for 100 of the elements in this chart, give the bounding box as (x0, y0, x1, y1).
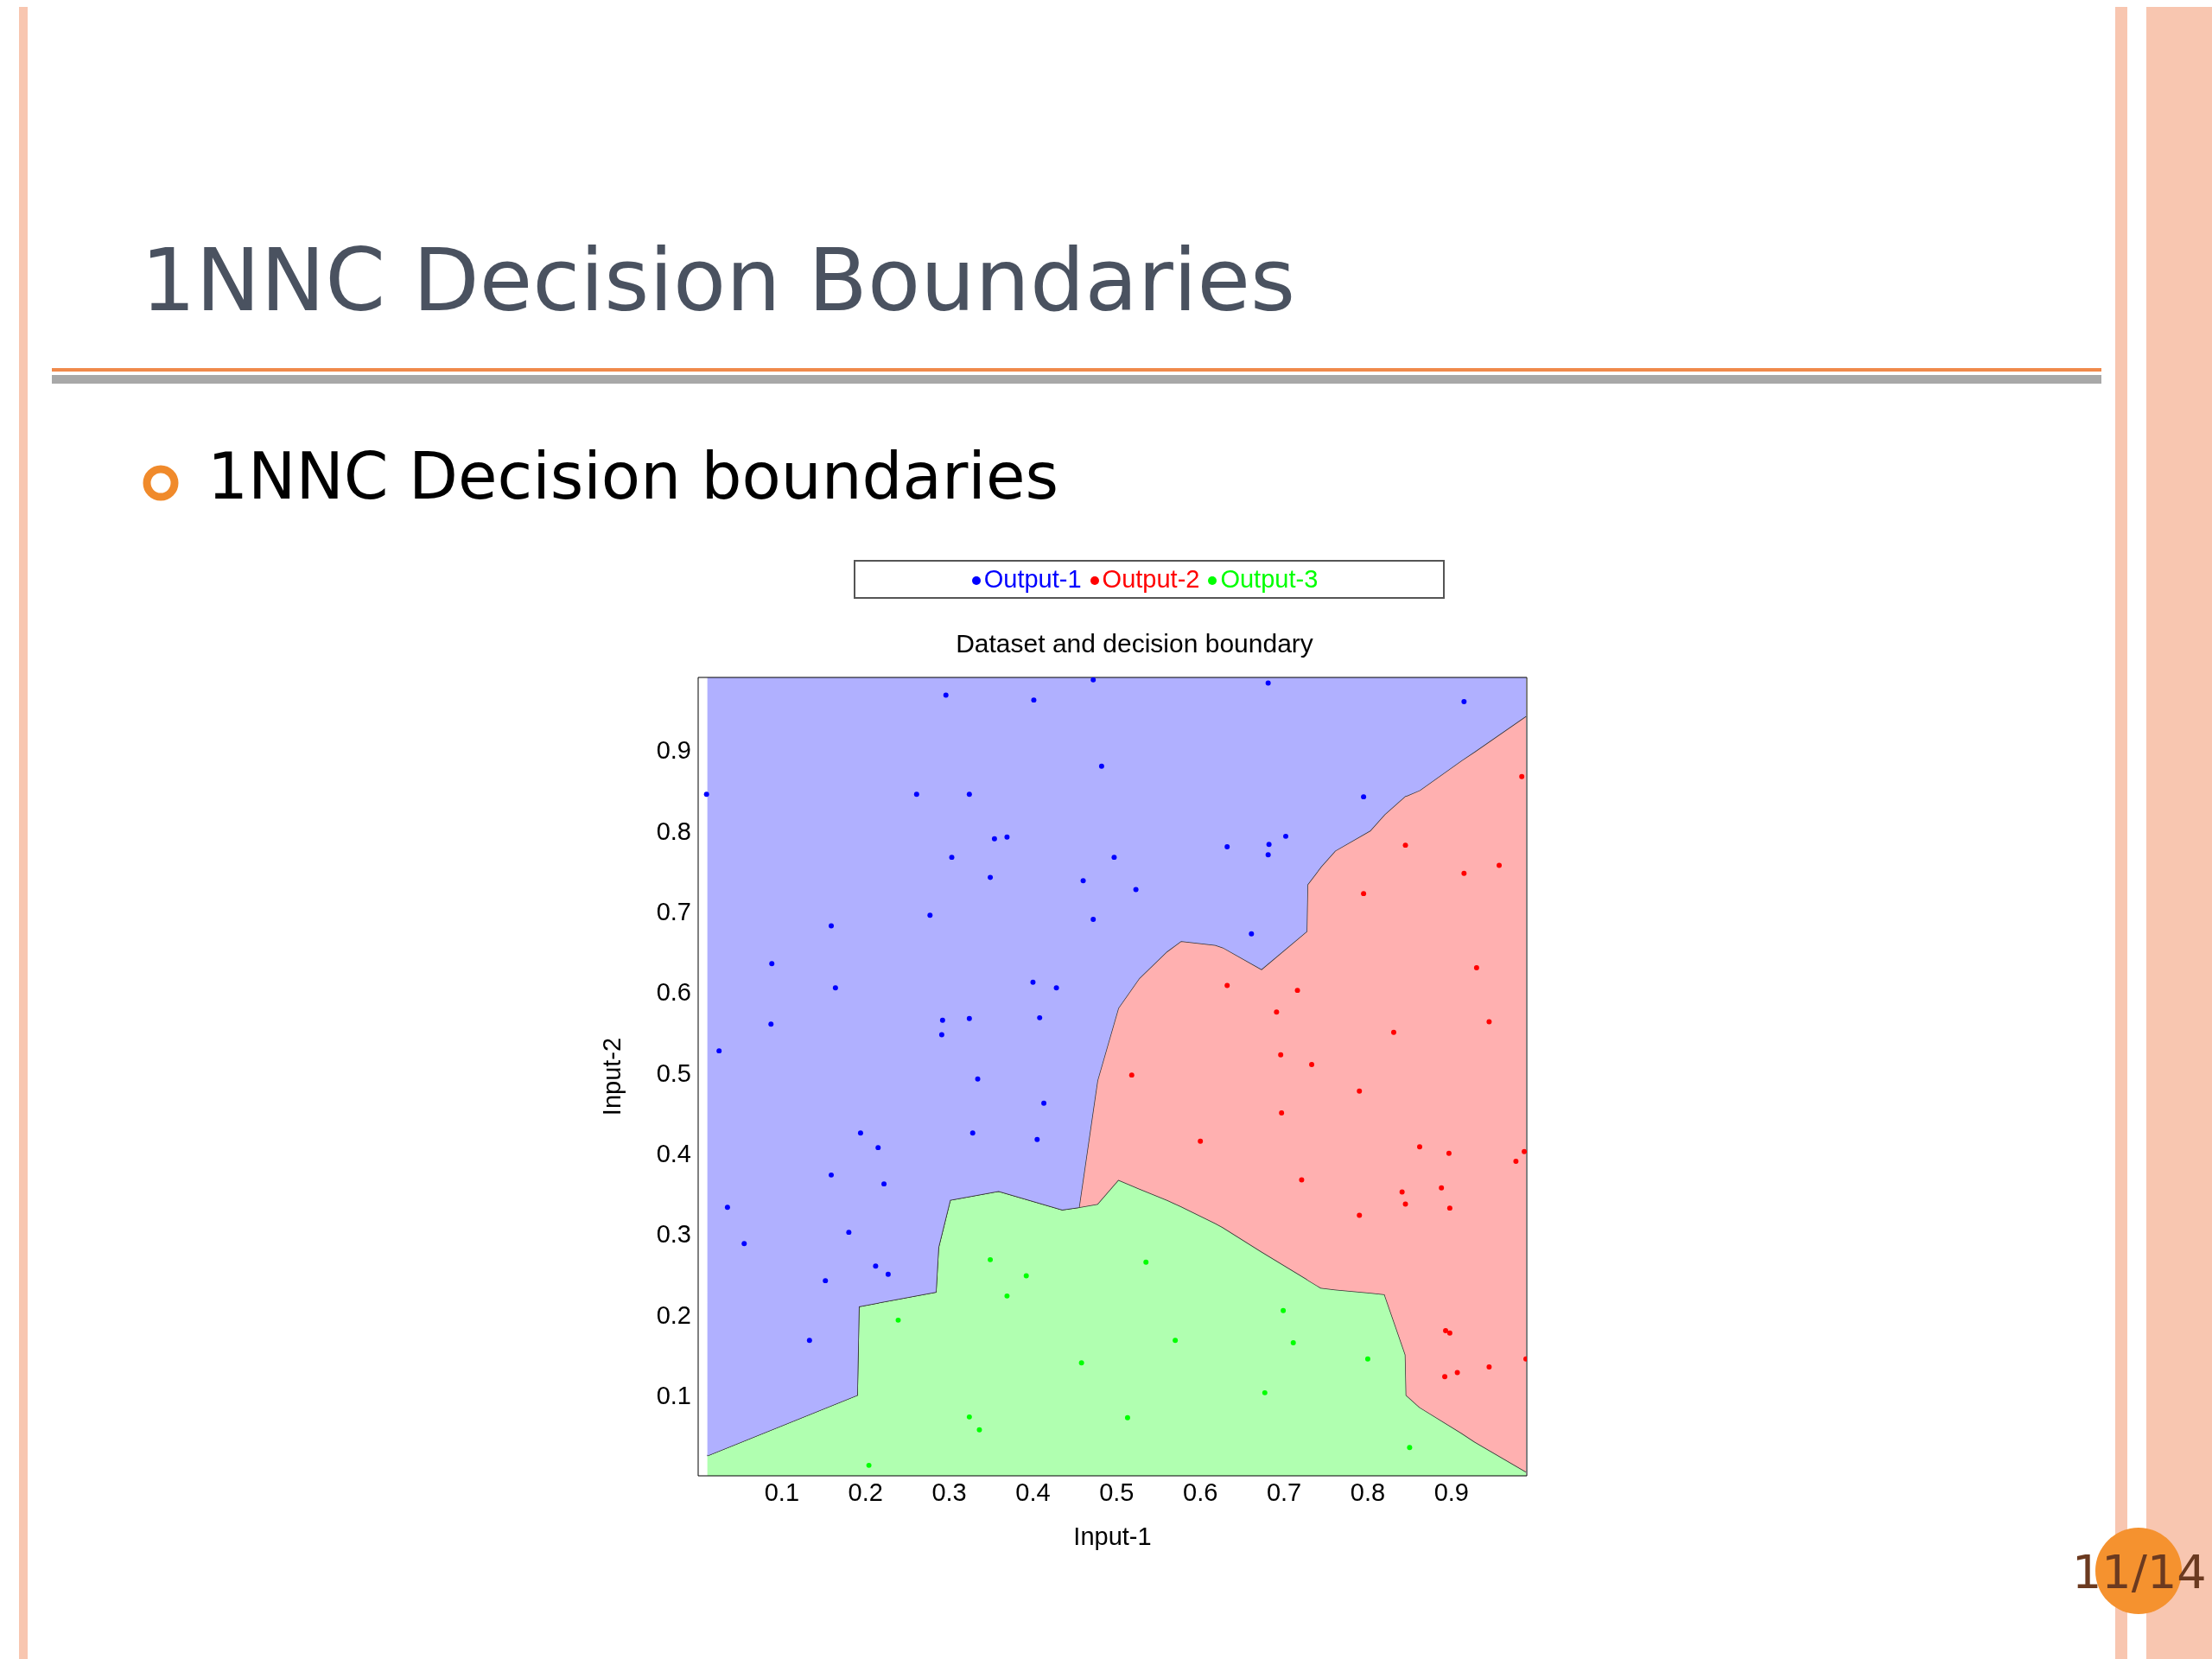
point (1262, 1389, 1268, 1395)
point (866, 1462, 872, 1468)
y-tick-label: 0.7 (656, 897, 691, 925)
point (1294, 988, 1300, 994)
x-tick-label: 0.6 (1183, 1478, 1218, 1506)
y-tick-label: 0.4 (656, 1139, 691, 1167)
point (1224, 844, 1230, 849)
point (769, 961, 775, 967)
point (1439, 1185, 1445, 1191)
point (1361, 891, 1367, 897)
point (1402, 1201, 1408, 1207)
point (1053, 985, 1059, 991)
point (1274, 1009, 1280, 1015)
legend-label: Output-1 (983, 565, 1082, 593)
point (829, 923, 835, 929)
point (975, 1076, 981, 1082)
point (913, 791, 919, 798)
y-tick-label: 0.3 (656, 1220, 691, 1249)
point (1486, 1019, 1492, 1025)
point (1390, 1029, 1396, 1035)
x-axis-title: Input-1 (1073, 1522, 1152, 1550)
point (1281, 1307, 1287, 1313)
point (1037, 1014, 1043, 1020)
point (949, 855, 955, 861)
point (1357, 1088, 1363, 1094)
point (939, 1017, 945, 1023)
point (1402, 842, 1408, 849)
point (1278, 1052, 1284, 1058)
point (1283, 833, 1288, 839)
point (1473, 965, 1479, 970)
y-tick-label: 0.6 (656, 978, 691, 1007)
x-tick-label: 0.9 (1433, 1478, 1469, 1506)
point (1407, 1445, 1413, 1451)
point (1290, 1340, 1296, 1345)
point (875, 1145, 881, 1151)
point (1486, 1364, 1492, 1370)
point (988, 1256, 994, 1262)
point (1309, 1062, 1315, 1067)
point (846, 1230, 852, 1236)
point (1133, 887, 1139, 893)
x-tick-label: 0.1 (764, 1478, 800, 1506)
point (1454, 1370, 1460, 1376)
y-tick-label: 0.2 (656, 1300, 691, 1329)
point (1443, 1328, 1449, 1333)
point (1299, 1177, 1305, 1183)
point (966, 1015, 972, 1021)
y-axis-title: Input-2 (598, 1037, 626, 1116)
point (1446, 1205, 1452, 1211)
point (1249, 931, 1255, 937)
point (1004, 834, 1010, 840)
point (1128, 1072, 1135, 1078)
point (1078, 1360, 1084, 1366)
point (829, 1172, 835, 1178)
point (716, 1048, 722, 1054)
point (1023, 1273, 1029, 1279)
point (832, 985, 838, 991)
y-tick-label: 0.8 (656, 817, 691, 845)
point (873, 1263, 879, 1269)
text: 1NNC Decision Boundaries (141, 230, 1296, 331)
x-tick-label: 0.4 (1015, 1478, 1051, 1506)
point (895, 1317, 901, 1323)
point (1224, 982, 1230, 988)
point (1090, 917, 1096, 922)
point (1031, 697, 1037, 703)
y-tick-label: 0.1 (656, 1381, 691, 1409)
point (938, 1032, 944, 1038)
point (1522, 1148, 1527, 1154)
point (881, 1181, 887, 1187)
point (1461, 699, 1467, 704)
point (1098, 763, 1104, 769)
point (1357, 1212, 1363, 1218)
point (1041, 1100, 1047, 1106)
point (1265, 852, 1271, 858)
point (806, 1338, 812, 1344)
point (1361, 794, 1367, 800)
point (1080, 878, 1086, 884)
text: 1NNC Decision boundaries (207, 439, 1058, 513)
x-tick-label: 0.8 (1350, 1478, 1386, 1506)
point (703, 791, 709, 798)
point (1034, 1136, 1040, 1142)
y-tick-label: 0.5 (656, 1058, 691, 1087)
x-tick-label: 0.5 (1099, 1478, 1135, 1506)
x-tick-label: 0.2 (848, 1478, 883, 1506)
y-tick-label: 0.9 (656, 736, 691, 765)
chart-title: Dataset and decision boundary (955, 629, 1314, 658)
point (1111, 855, 1117, 861)
point (1090, 677, 1096, 683)
point (1265, 680, 1271, 686)
point (1030, 979, 1036, 985)
point (857, 1130, 863, 1136)
point (1124, 1414, 1130, 1421)
point (1446, 1150, 1452, 1156)
point (966, 1414, 972, 1420)
point (885, 1271, 891, 1277)
point (988, 874, 994, 880)
point (976, 1427, 982, 1433)
point (1442, 1374, 1448, 1380)
point (1446, 1330, 1452, 1336)
point (1173, 1338, 1179, 1344)
point (1497, 862, 1503, 868)
